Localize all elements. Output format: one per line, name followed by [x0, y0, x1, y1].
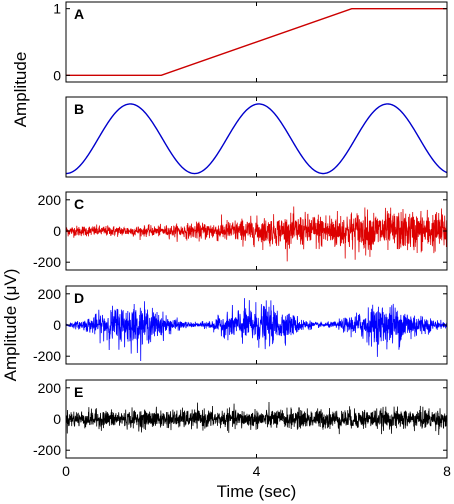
x-tick-label: 0: [62, 463, 70, 479]
y-tick-label: 1: [53, 1, 61, 17]
axes-frame-b: [65, 96, 448, 178]
y-tick-label: 200: [38, 192, 62, 208]
series-line-c: [66, 206, 447, 262]
series-line-b: [66, 103, 447, 175]
x-tick-labels: 0 4 8: [62, 463, 451, 479]
y-tick-label: -200: [33, 442, 61, 458]
y-tick-label: 0: [53, 411, 61, 427]
panel-letter-e: E: [74, 384, 83, 400]
panel-a: 0 1 A: [53, 1, 448, 83]
y-tick-label: -200: [33, 254, 61, 270]
x-tick-label: 4: [253, 463, 261, 479]
y-tick-label: 200: [38, 286, 62, 302]
y-tick-label: -200: [33, 348, 61, 364]
panel-d: 200 0 -200 D: [33, 285, 448, 365]
y-tick-label: 200: [38, 380, 62, 396]
y-axis-label-amplitude: Amplitude: [11, 52, 30, 128]
series-line-a: [66, 7, 447, 77]
panel-c: 200 0 -200 C: [33, 191, 448, 271]
y-tick-label: 0: [53, 317, 61, 333]
y-tick-label: 0: [53, 223, 61, 239]
x-axis-label: Time (sec): [217, 482, 297, 501]
y-tick-label: 0: [53, 67, 61, 83]
series-line-e: [66, 401, 447, 436]
panel-b: B: [65, 96, 448, 178]
y-axis-label-amplitude-uv: Amplitude (μV): [1, 269, 20, 382]
panel-e: 200 0 -200 E: [33, 379, 448, 459]
series-line-d: [66, 298, 447, 361]
panel-letter-d: D: [74, 290, 84, 306]
panel-letter-c: C: [74, 196, 84, 212]
panel-letter-a: A: [74, 6, 84, 22]
x-tick-label: 8: [443, 463, 451, 479]
panel-letter-b: B: [74, 101, 84, 117]
panels-group: 0 1 A B 200 0 -200 C 200 0 -200 D 200 0 -200 E: [33, 1, 448, 459]
